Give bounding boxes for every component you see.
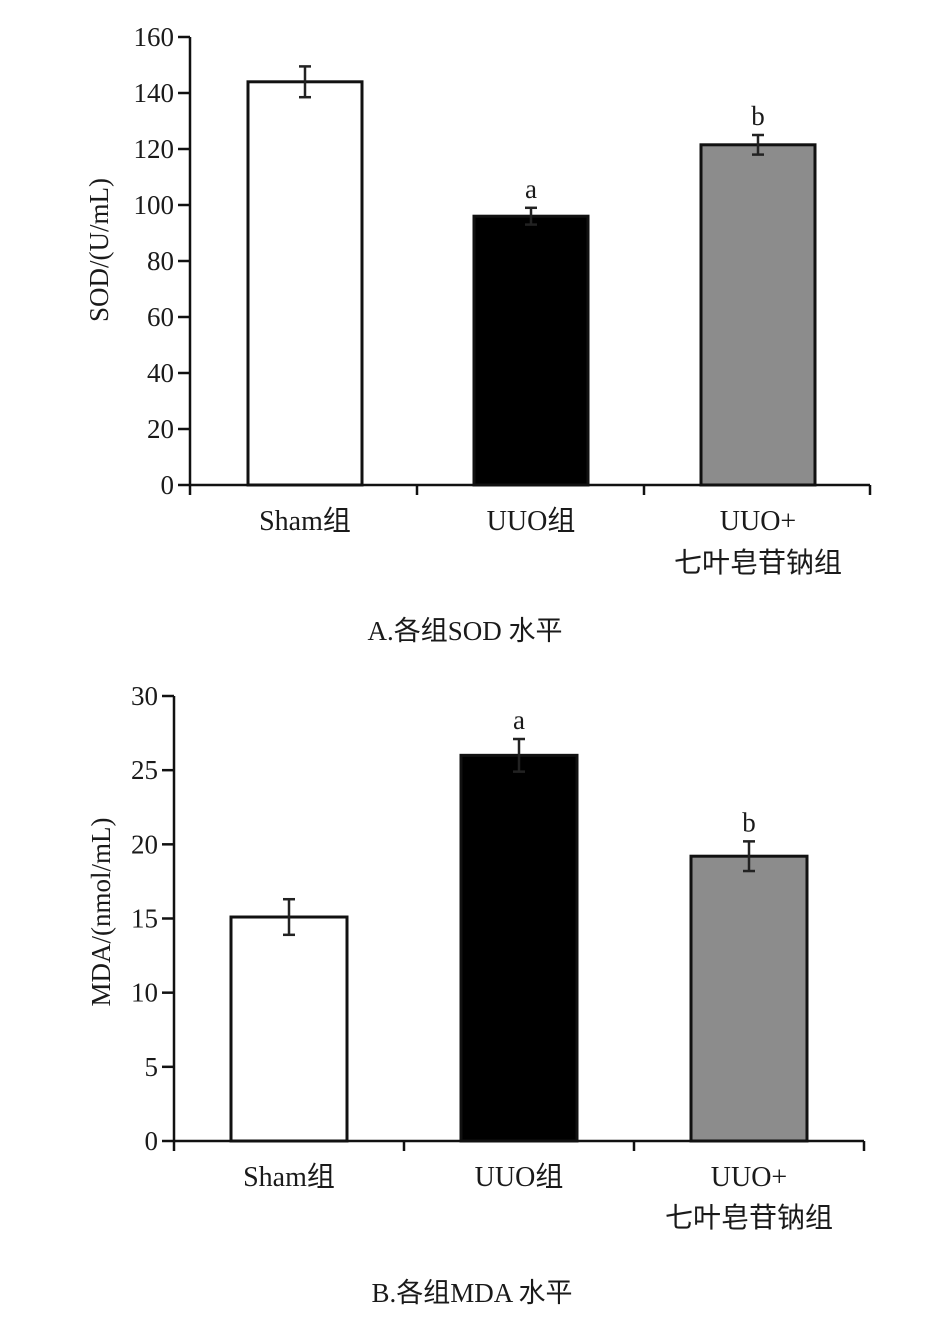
y-tick-label-5: 25 bbox=[131, 755, 158, 785]
y-tick-label-3: 15 bbox=[131, 904, 158, 934]
chart-caption: A.各组SOD 水平 bbox=[367, 616, 562, 646]
chart-caption: B.各组MDA 水平 bbox=[371, 1278, 572, 1308]
x-category-label-1: UUO组 bbox=[475, 1161, 564, 1193]
bar-0 bbox=[246, 80, 364, 487]
significance-label-2: b bbox=[742, 807, 756, 837]
y-axis-title: SOD/(U/mL) bbox=[84, 178, 114, 322]
bar-2 bbox=[689, 854, 809, 1143]
bar-2 bbox=[699, 143, 817, 487]
y-axis-title: MDA/(nmol/mL) bbox=[86, 818, 116, 1007]
x-category-label-0: Sham组 bbox=[243, 1161, 335, 1193]
y-tick-label-8: 160 bbox=[134, 22, 175, 52]
significance-label-1: a bbox=[525, 174, 537, 204]
bar-1 bbox=[459, 753, 579, 1143]
x-category-label-2-line-1: 七叶皂苷钠组 bbox=[674, 547, 842, 579]
significance-label-2: b bbox=[751, 101, 765, 131]
y-tick-label-1: 20 bbox=[147, 414, 174, 444]
y-tick-label-2: 10 bbox=[131, 978, 158, 1008]
y-tick-label-4: 20 bbox=[131, 829, 158, 859]
y-tick-label-2: 40 bbox=[147, 358, 174, 388]
x-category-label-2-line-0: UUO+ bbox=[711, 1162, 787, 1193]
y-tick-label-4: 80 bbox=[147, 246, 174, 276]
y-tick-label-7: 140 bbox=[134, 78, 175, 108]
y-tick-label-0: 0 bbox=[161, 470, 175, 500]
y-tick-label-3: 60 bbox=[147, 302, 174, 332]
chart-mda: a b 0 5 10 15 20 25 30 Sham组 UUO组 UUO+ 七叶皂苷钠组 MDA/(nm… bbox=[86, 681, 866, 1308]
y-tick-label-0: 0 bbox=[145, 1126, 159, 1156]
y-tick-label-1: 5 bbox=[145, 1052, 159, 1082]
chart-sod: a b 0 20 40 60 80 100 120 140 160 Sham组 UUO组 UUO+ 七叶皂苷… bbox=[84, 22, 872, 646]
bar-1 bbox=[472, 214, 590, 487]
bar-0 bbox=[229, 915, 349, 1143]
x-category-label-2-line-0: UUO+ bbox=[720, 506, 796, 537]
y-tick-label-5: 100 bbox=[134, 190, 175, 220]
y-tick-label-6: 120 bbox=[134, 134, 175, 164]
x-category-label-2-line-1: 七叶皂苷钠组 bbox=[665, 1202, 833, 1234]
x-category-label-0: Sham组 bbox=[259, 505, 351, 537]
y-tick-label-6: 30 bbox=[131, 681, 158, 711]
x-category-label-1: UUO组 bbox=[487, 505, 576, 537]
significance-label-1: a bbox=[513, 705, 525, 735]
